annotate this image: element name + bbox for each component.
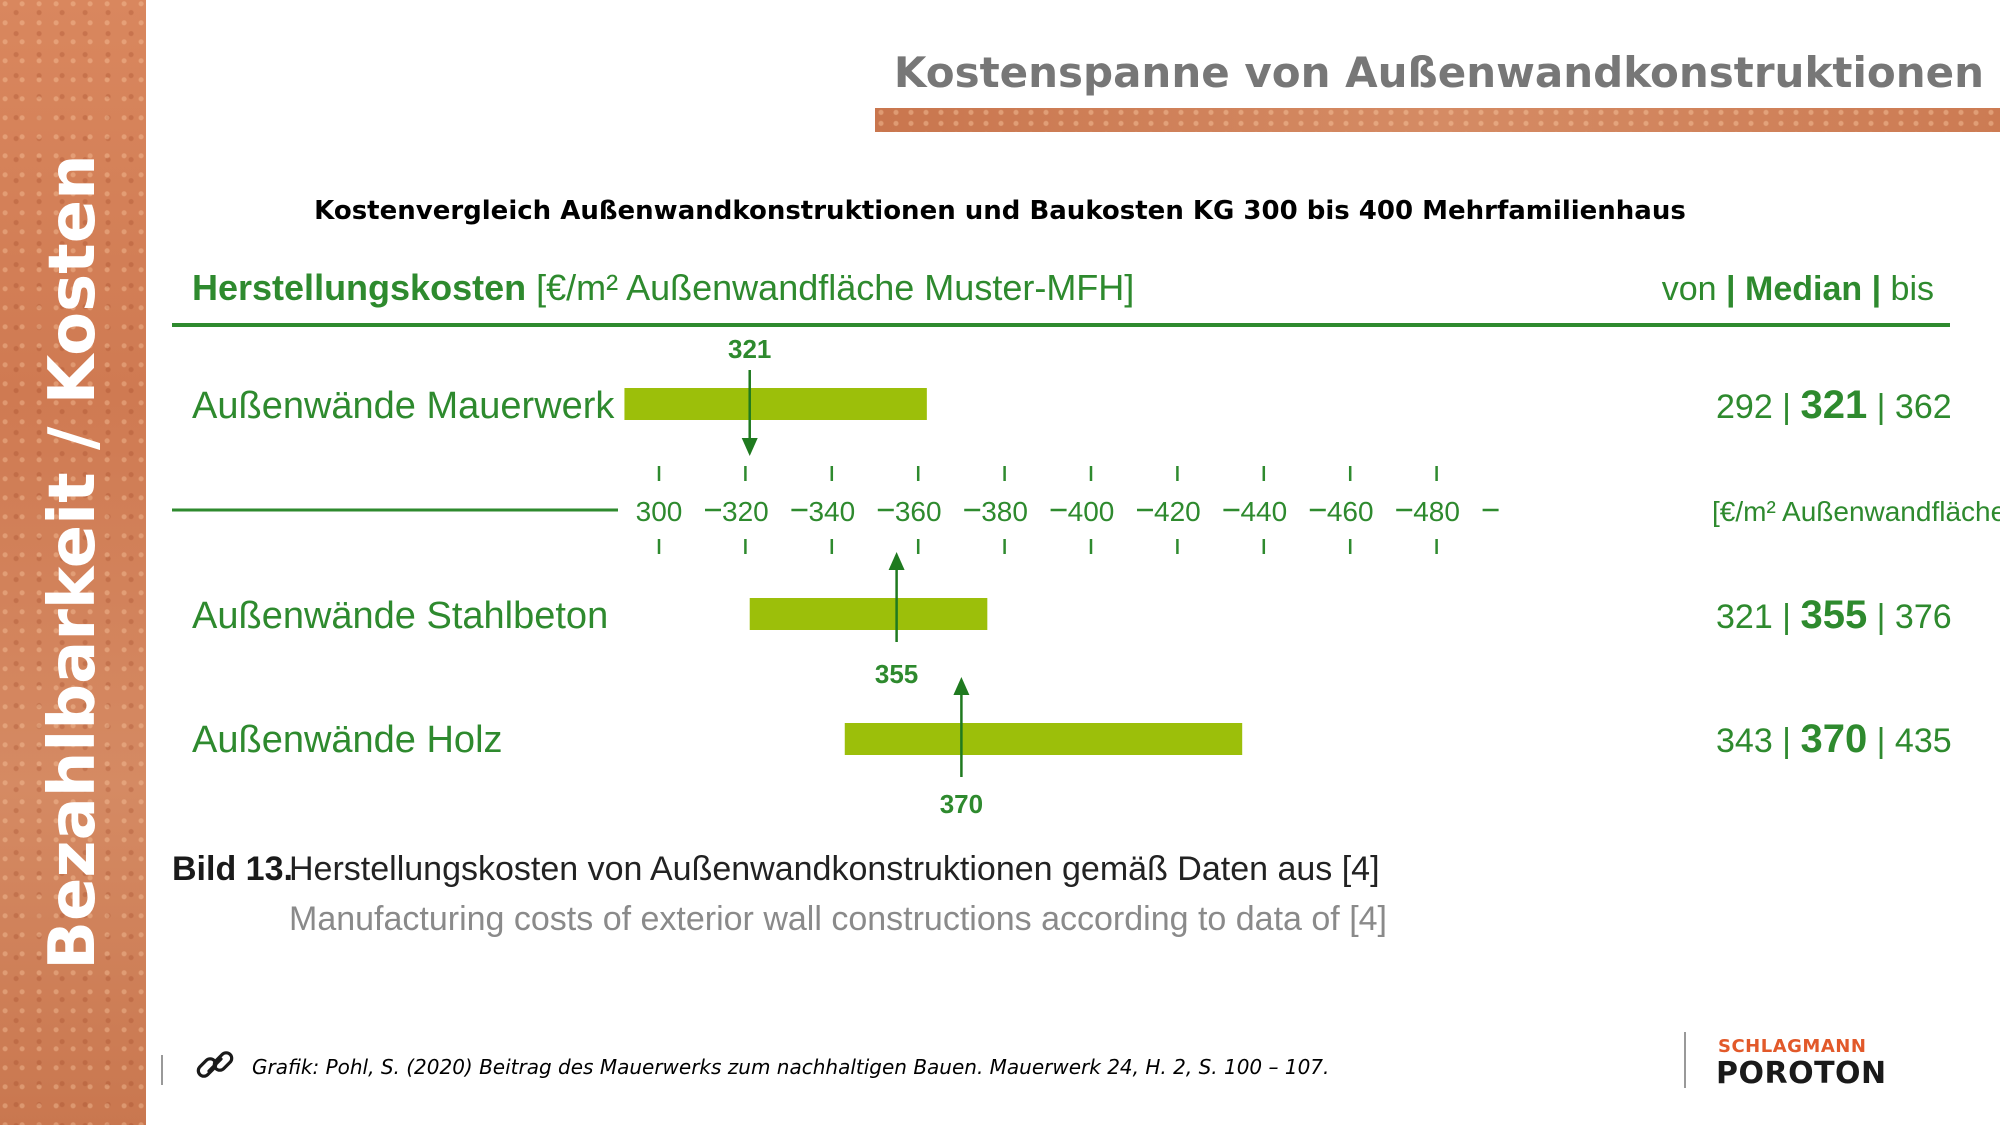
figure-number: Bild 13.	[172, 850, 293, 888]
median-label: 355	[875, 659, 918, 689]
chart-title: Herstellungskosten [€/m² Außenwandfläche…	[192, 267, 1134, 308]
row-values: 292 | 321 | 362	[1716, 383, 1952, 427]
axis-tick-label: 420	[1154, 496, 1201, 527]
row-von: 343 |	[1716, 722, 1800, 760]
logo-brand-top: SCHLAGMANN	[1718, 1036, 1867, 1057]
median-label: 370	[940, 789, 983, 819]
header-bis: bis	[1891, 270, 1934, 308]
range-bar	[749, 598, 988, 630]
row-values: 343 | 370 | 435	[1716, 717, 1952, 761]
median-arrow-head	[741, 438, 758, 456]
title-band	[875, 108, 2000, 132]
chart-heading: Kostenvergleich Außenwandkonstruktionen …	[314, 196, 1686, 226]
chart-title-bold: Herstellungskosten	[192, 267, 526, 308]
axis-tick-label: 340	[808, 496, 855, 527]
axis-tick-label: 480	[1413, 496, 1460, 527]
median-arrow-head	[953, 677, 970, 695]
header-von: von	[1662, 270, 1726, 308]
logo-divider	[1684, 1032, 1686, 1088]
axis-unit: [€/m² Außenwandfläche]	[1712, 496, 2000, 527]
category-label: Außenwände Mauerwerk	[192, 385, 615, 427]
link-icon[interactable]	[192, 1042, 238, 1088]
axis-tick-label: 460	[1327, 496, 1374, 527]
row-median: 321	[1800, 383, 1867, 427]
sidebar-band: Bezahlbarkeit / Kosten	[0, 0, 146, 1125]
figure-caption-de: Herstellungskosten von Außenwandkonstruk…	[289, 850, 1380, 888]
axis-tick-label: 320	[722, 496, 769, 527]
row-median: 370	[1800, 717, 1867, 761]
median-label: 321	[728, 334, 771, 364]
axis-tick-label: 380	[981, 496, 1028, 527]
logo-brand-bottom: POROTON	[1716, 1056, 1887, 1091]
row-von: 292 |	[1716, 388, 1800, 426]
category-label: Außenwände Holz	[192, 719, 503, 761]
row-bis: | 376	[1867, 598, 1951, 636]
axis-tick-label: 400	[1068, 496, 1115, 527]
row-bis: | 362	[1867, 388, 1951, 426]
header-von-median-bis: von | Median | bis	[1662, 270, 1934, 308]
axis-tick-label: 360	[895, 496, 942, 527]
median-arrow-head	[888, 552, 905, 570]
axis-tick-label: 440	[1240, 496, 1287, 527]
figure-caption-en: Manufacturing costs of exterior wall con…	[289, 900, 1387, 938]
row-median: 355	[1800, 593, 1867, 637]
header-sep: |	[1726, 270, 1745, 308]
footer-divider	[161, 1055, 163, 1085]
category-label: Außenwände Stahlbeton	[192, 595, 608, 637]
row-von: 321 |	[1716, 598, 1800, 636]
range-bar	[624, 388, 927, 420]
source-citation: Grafik: Pohl, S. (2020) Beitrag des Maue…	[252, 1055, 1330, 1079]
row-values: 321 | 355 | 376	[1716, 593, 1952, 637]
slide-title: Kostenspanne von Außenwandkonstruktionen	[893, 48, 1984, 97]
figure-caption: Bild 13.Herstellungskosten von Außenwand…	[172, 850, 1380, 889]
axis-tick-label: 300	[636, 496, 683, 527]
header-median: Median	[1745, 270, 1862, 308]
chart-title-unit: [€/m² Außenwandfläche Muster-MFH]	[526, 267, 1134, 308]
range-bar	[844, 723, 1243, 755]
row-bis: | 435	[1867, 722, 1951, 760]
header-sep: |	[1862, 270, 1890, 308]
